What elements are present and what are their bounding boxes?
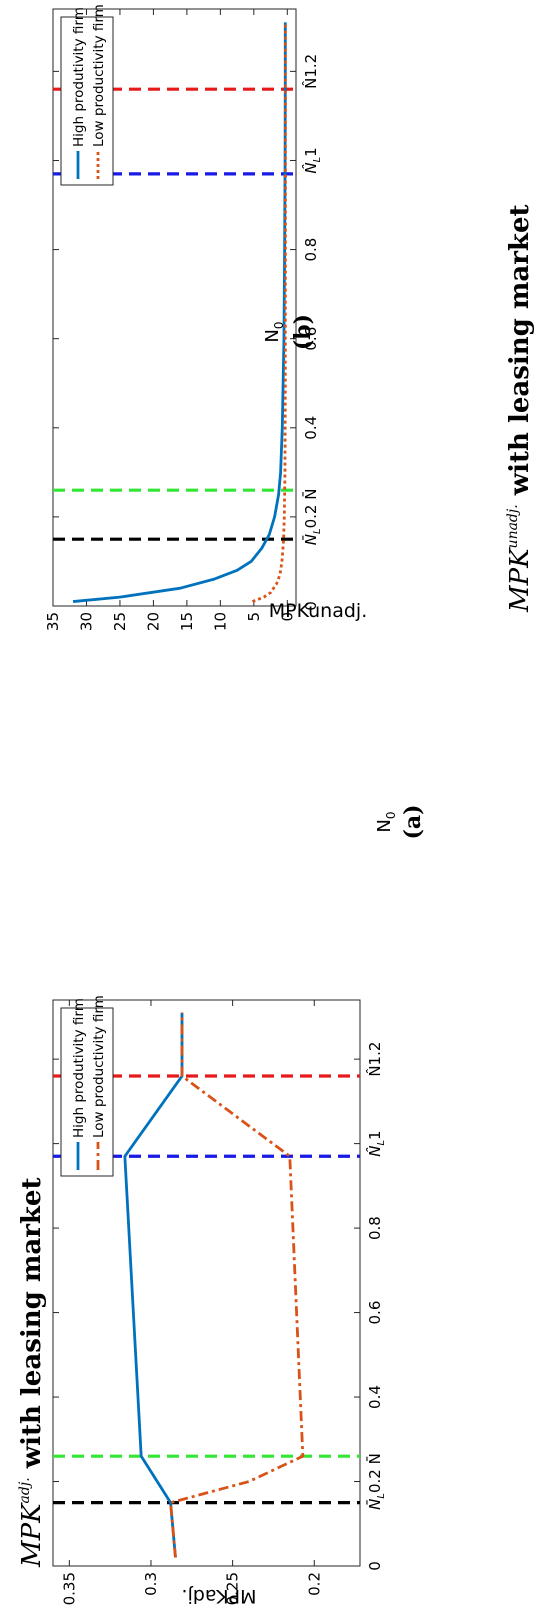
panel-b-xtick-label: 0.6 — [302, 327, 320, 351]
panel-a-title-superscript: adj. — [17, 1477, 33, 1503]
panel-a-title-mpk: MPK — [17, 1502, 47, 1568]
panel-a-ytick-label: 0.25 — [224, 1572, 242, 1605]
panel-a-chart-body: 0 N̄L0.2 N̄ 0.4 0.6 0.8 N̂L1 N̂1.2 0.2 0.25 0.3 0.… — [52, 995, 387, 1605]
panel-a-xtick-label: N̄L0.2 N̄ — [365, 1453, 387, 1510]
panel-b-title-superscript: unadj. — [505, 504, 521, 548]
panel-b-xtick-label: N̂1.2 — [301, 54, 320, 89]
panel-b-legend-box — [60, 16, 114, 186]
panel-a-ytick-label: 0.3 — [142, 1572, 160, 1596]
panel-b-ylabel: MPKunadj. — [269, 600, 367, 622]
panel-b-title-mpk: MPK — [505, 547, 535, 613]
panel-a-panel-label: (a) — [400, 804, 426, 839]
panel-b-series-line — [251, 22, 287, 603]
panel-b-legend-label: High produtivity firm — [71, 7, 87, 147]
panel-b-xtick-label: 0.8 — [302, 238, 320, 262]
panel-b-xlabel-main: N — [262, 329, 283, 342]
panel-b-xtick-label: 0.4 — [302, 416, 320, 440]
panel-a-title-rest: with leasing market — [17, 1178, 47, 1478]
panel-b-xtick-label: N̄L0.2 N̄ — [301, 489, 323, 546]
panel-b-ytick-label: 35 — [44, 612, 62, 631]
panel-a-xtick-label: 0.6 — [366, 1301, 384, 1325]
panel-a-series-line — [169, 1012, 305, 1558]
panel-a-ytick-label: 0.35 — [60, 1572, 78, 1605]
panel-a-title: MPKadj. with leasing market — [17, 1178, 47, 1568]
panel-b-xtick-label: 0 — [302, 601, 320, 611]
panel-b-xlabel: N0 — [262, 321, 286, 342]
panel-b-panel-label: (b) — [290, 314, 316, 350]
panel-a-ylabel: MPKadj. — [182, 1585, 257, 1607]
panel-a-xtick-label: 0.4 — [366, 1385, 384, 1409]
panel-b-ytick-label: 30 — [77, 612, 95, 631]
panel-b-xtick-label: N̂L1 — [301, 147, 323, 173]
panel-b-xlabel-sub: 0 — [272, 321, 286, 329]
panel-a-ytick-label: 0.2 — [305, 1572, 323, 1596]
panel-b-ytick-label: 25 — [111, 612, 129, 631]
panel-a-xlabel: N0 — [374, 811, 398, 832]
panel-a-xtick-label: N̂L1 — [365, 1130, 387, 1156]
panel-b-legend-label: Low productivity firm — [91, 4, 107, 147]
panel-b-title-rest: with leasing market — [505, 205, 535, 505]
panel-a-series-line — [123, 1012, 184, 1558]
panel-a-xlabel-main: N — [374, 819, 395, 832]
panel-a-xtick-label: N̂1.2 — [365, 1042, 384, 1077]
panel-b-ytick-label: 10 — [211, 612, 229, 631]
panel-b: 0 N̄L0.2 N̄ 0.4 0.6 0.8 N̂L1 N̂1.2 0 5 10 15 20 25 30… — [44, 4, 535, 631]
panel-a-legend: High produtivity firm Low productivity fi… — [60, 995, 114, 1177]
panel-a-legend-label: High produtivity firm — [71, 998, 87, 1138]
panel-b-chart-body: 0 N̄L0.2 N̄ 0.4 0.6 0.8 N̂L1 N̂1.2 0 5 10 15 20 25 30… — [44, 4, 323, 631]
panel-a-xtick-label: 0.8 — [366, 1216, 384, 1240]
panel-a-legend-box — [60, 1007, 114, 1177]
panel-a-xtick-label: 0 — [366, 1561, 384, 1571]
panel-b-axes-frame — [52, 8, 297, 607]
panel-a: 0 N̄L0.2 N̄ 0.4 0.6 0.8 N̂L1 N̂1.2 0.2 0.25 0.3 0.… — [17, 804, 426, 1607]
panel-b-ytick-label: 5 — [245, 612, 263, 622]
panel-a-axes-frame — [52, 999, 361, 1567]
panel-a-legend-label: Low productivity firm — [91, 995, 107, 1138]
panel-b-title: MPKunadj. with leasing market — [505, 205, 535, 614]
panel-b-ytick-label: 15 — [178, 612, 196, 631]
panel-b-ytick-label: 20 — [144, 612, 162, 631]
panel-b-series-line — [72, 22, 287, 603]
panel-b-ytick-label: 0 — [278, 612, 296, 622]
panel-a-xlabel-sub: 0 — [384, 811, 398, 819]
panel-b-legend: High produtivity firm Low productivity fi… — [60, 4, 114, 186]
